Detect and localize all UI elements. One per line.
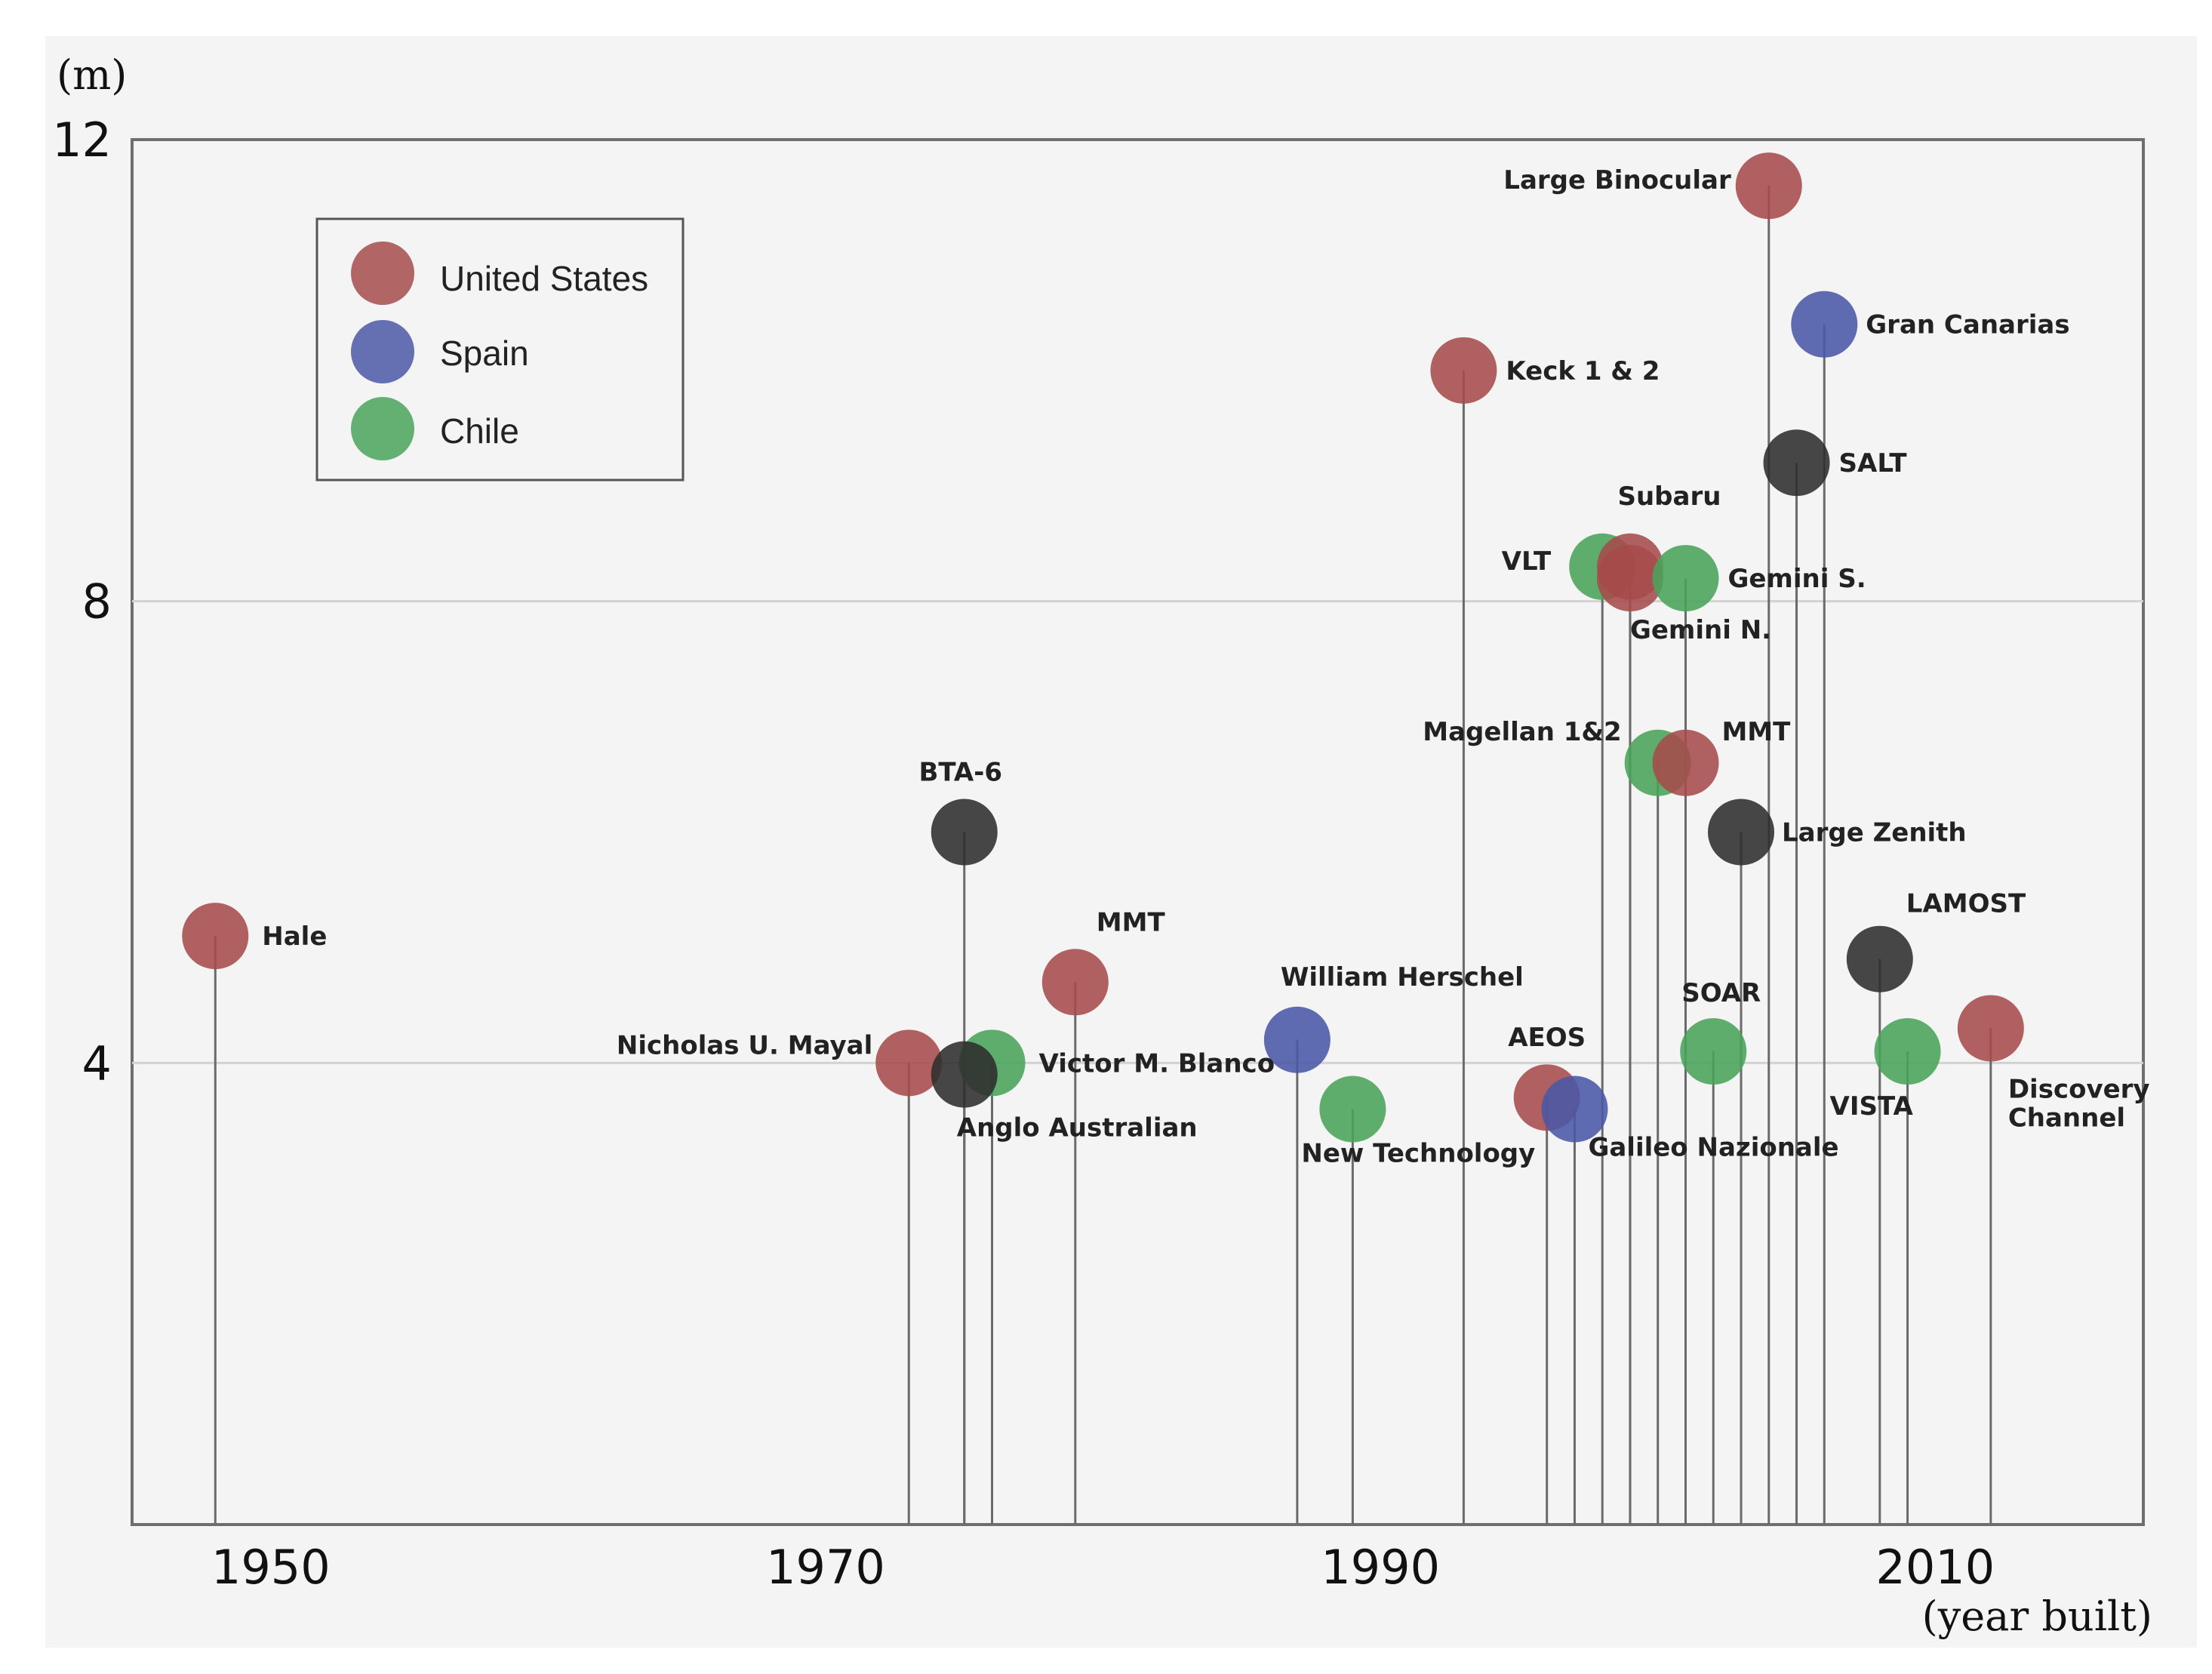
y-tick-label-8: 8 xyxy=(82,574,112,629)
label-lamost-22: LAMOST xyxy=(1906,889,2026,919)
point-bta-6-1 xyxy=(931,799,998,866)
point-discovery-channel-24 xyxy=(1958,995,2024,1061)
label-new-technology-7: New Technology xyxy=(1301,1139,1535,1169)
point-salt-20 xyxy=(1764,429,1830,496)
x-tick-label-1950: 1950 xyxy=(211,1540,331,1595)
x-tick-label-1990: 1990 xyxy=(1321,1540,1440,1595)
y-axis-label: (m) xyxy=(57,51,127,99)
label-nicholas-u-mayal-2: Nicholas U. Mayal xyxy=(617,1030,872,1060)
label-galileo-nazionale-10: Galileo Nazionale xyxy=(1588,1133,1838,1163)
label-vlt-11: VLT xyxy=(1502,546,1552,577)
point-vista-23 xyxy=(1875,1018,1941,1085)
label-mmt-16: MMT xyxy=(1721,717,1791,747)
label-vista-23: VISTA xyxy=(1830,1091,1914,1122)
label-gemini-s-14: Gemini S. xyxy=(1727,564,1866,594)
point-soar-18 xyxy=(1680,1018,1746,1085)
point-mmt-16 xyxy=(1652,730,1718,796)
label-large-zenith-17: Large Zenith xyxy=(1782,818,1967,848)
point-gran-canarias-21 xyxy=(1791,291,1857,358)
label-salt-20: SALT xyxy=(1839,448,1908,479)
x-tick-label-2010: 2010 xyxy=(1875,1540,1995,1595)
legend-label-spain: Spain xyxy=(440,334,529,373)
label-gemini-n-13: Gemini N. xyxy=(1630,615,1771,645)
label-magellan-1-2-15: Magellan 1&2 xyxy=(1423,717,1621,747)
label-victor-m-blanco-3: Victor M. Blanco xyxy=(1039,1048,1275,1079)
point-nicholas-u-mayal-2 xyxy=(875,1029,942,1096)
label-mmt-5: MMT xyxy=(1097,907,1166,937)
point-large-binocular-19 xyxy=(1736,152,1802,219)
y-tick-label-12: 12 xyxy=(52,112,112,168)
legend-marker-spain xyxy=(351,320,414,383)
label-soar-18: SOAR xyxy=(1681,978,1761,1008)
legend-label-chile: Chile xyxy=(440,411,519,451)
label-anglo-australian-4: Anglo Australian xyxy=(957,1113,1198,1143)
legend: United States Spain Chile xyxy=(317,219,683,480)
telescope-chart: Hale BTA-6 Nicholas U. Mayal Victor M. Blan… xyxy=(0,0,2212,1674)
label-gran-canarias-21: Gran Canarias xyxy=(1866,310,2069,340)
legend-label-united-states: United States xyxy=(440,259,648,298)
label-hale-0: Hale xyxy=(262,922,327,952)
x-tick-label-1970: 1970 xyxy=(766,1540,885,1595)
legend-marker-chile xyxy=(351,397,414,460)
label-bta-6-1: BTA-6 xyxy=(918,758,1002,788)
point-anglo-australian-4 xyxy=(931,1042,998,1108)
point-new-technology-7 xyxy=(1319,1076,1386,1143)
point-hale-0 xyxy=(182,903,248,969)
label-subaru-12: Subaru xyxy=(1617,482,1721,512)
label-large-binocular-19: Large Binocular xyxy=(1503,165,1731,195)
point-large-zenith-17 xyxy=(1708,799,1774,866)
label-keck-1-2-8: Keck 1 & 2 xyxy=(1506,356,1660,386)
point-keck-1-2-8 xyxy=(1430,337,1497,404)
x-axis-label: (year built) xyxy=(1922,1592,2152,1640)
label-aeos-9: AEOS xyxy=(1508,1023,1586,1053)
point-mmt-5 xyxy=(1042,949,1109,1015)
label-william-herschel-6: William Herschel xyxy=(1281,962,1524,992)
y-tick-label-4: 4 xyxy=(82,1035,112,1091)
point-gemini-s-14 xyxy=(1652,545,1718,611)
point-lamost-22 xyxy=(1847,926,1913,992)
legend-marker-united-states xyxy=(351,242,414,305)
